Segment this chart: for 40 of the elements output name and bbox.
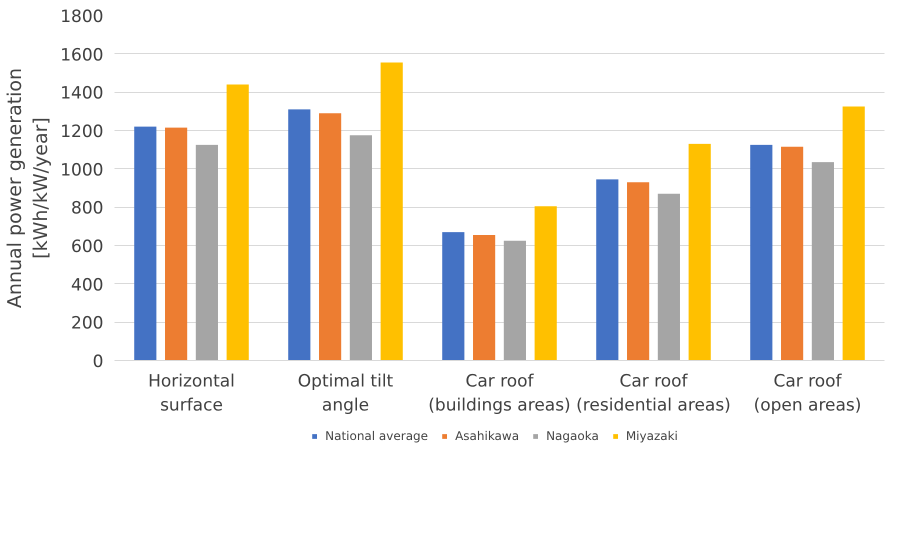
bar	[134, 126, 156, 360]
legend-label: National average	[325, 429, 428, 443]
bar	[596, 179, 618, 360]
bar	[319, 113, 342, 360]
bar	[288, 109, 310, 360]
bar	[842, 106, 865, 360]
bar	[165, 128, 188, 360]
x-tick-label: Horizontal surface	[148, 372, 235, 416]
y-tick-label: 200	[71, 314, 104, 334]
bar	[781, 146, 804, 360]
bar	[627, 182, 650, 360]
y-tick-label: 800	[71, 198, 104, 219]
bar	[196, 144, 218, 360]
bar	[750, 144, 772, 360]
y-tick-label: 0	[92, 352, 104, 372]
legend-label: Nagaoka	[546, 429, 599, 443]
y-tick-label: 1000	[60, 160, 104, 180]
bar	[442, 232, 464, 360]
bar	[504, 240, 526, 360]
bar	[226, 84, 249, 360]
y-tick-label: 1800	[60, 7, 104, 27]
y-tick-label: 1600	[60, 45, 104, 66]
bar	[473, 234, 496, 360]
bar	[380, 62, 403, 360]
bar	[658, 194, 680, 360]
bar	[688, 144, 711, 360]
legend-label: Miyazaki	[626, 429, 678, 443]
y-tick-label: 1400	[60, 84, 104, 104]
bar	[812, 162, 834, 360]
y-tick-label: 1200	[60, 122, 104, 142]
y-tick-label: 600	[71, 237, 104, 257]
y-axis-title: Annual power generation [kWh/kW/year]	[4, 68, 52, 308]
bar	[350, 135, 372, 360]
x-tick-label: Car roof (open areas)	[754, 372, 862, 416]
legend-label: Asahikawa	[455, 429, 520, 443]
x-tick-label: Optimal tilt angle	[298, 372, 394, 416]
y-tick-label: 400	[71, 275, 104, 296]
x-tick-label: Car roof (residential areas)	[576, 372, 731, 416]
bar	[534, 206, 557, 360]
x-tick-label: Car roof (buildings areas)	[428, 372, 571, 416]
